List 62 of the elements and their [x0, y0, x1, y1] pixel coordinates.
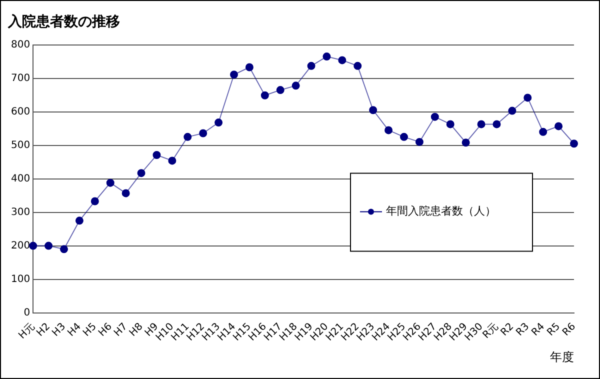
x-tick-label: H2	[34, 321, 52, 339]
point	[570, 140, 578, 148]
point	[245, 63, 254, 72]
point	[137, 169, 146, 178]
x-tick-label: R元	[480, 321, 501, 341]
x-tick-label: H4	[66, 321, 84, 339]
point	[292, 82, 300, 90]
chart-title: 入院患者数の推移	[7, 13, 120, 30]
point	[354, 62, 362, 70]
point	[508, 106, 516, 115]
point	[524, 94, 532, 102]
x-tick-label: R2	[498, 321, 516, 338]
y-tick-label: 100	[10, 274, 30, 285]
y-tick-label: 400	[10, 173, 30, 184]
x-tick-label: H3	[50, 321, 68, 339]
legend-label: 年間入院患者数（人）	[386, 204, 496, 218]
point	[369, 106, 378, 114]
point	[106, 178, 114, 187]
y-tick-label: 0	[24, 307, 30, 318]
x-tick-label: R3	[514, 321, 532, 338]
point	[276, 86, 284, 94]
point	[492, 120, 501, 128]
point	[260, 91, 269, 100]
point	[462, 138, 470, 147]
point	[214, 118, 223, 127]
point	[322, 52, 331, 61]
x-tick-label: H6	[96, 321, 114, 339]
point	[152, 151, 161, 160]
point	[60, 245, 68, 254]
x-tick-label: H元	[16, 321, 38, 342]
point	[122, 189, 130, 198]
point	[184, 132, 192, 141]
y-tick-label: 700	[10, 72, 30, 84]
point	[539, 128, 548, 136]
x-tick-label: R5	[545, 321, 562, 338]
x-tick-label: H5	[81, 321, 99, 339]
point	[384, 126, 393, 134]
point	[199, 129, 208, 138]
point	[446, 120, 454, 128]
y-tick-label: 300	[10, 206, 30, 218]
point	[415, 138, 424, 146]
x-tick-label: R4	[530, 321, 548, 338]
point	[230, 70, 238, 79]
point	[554, 122, 563, 130]
x-tick-label: H7	[112, 321, 130, 339]
point	[29, 242, 38, 250]
x-tick-label: R6	[560, 321, 578, 338]
y-tick-label: 600	[10, 106, 30, 118]
x-tick-label: H8	[128, 321, 146, 339]
y-tick-label: 200	[10, 240, 30, 252]
point	[168, 156, 176, 165]
point	[307, 62, 316, 70]
point	[430, 112, 439, 121]
y-tick-label: 500	[10, 140, 30, 151]
y-tick-label: 800	[10, 39, 30, 50]
point	[477, 120, 486, 128]
point	[75, 216, 84, 225]
point	[400, 132, 408, 141]
point	[90, 197, 99, 206]
point	[338, 56, 346, 64]
x-axis-title: 年度	[550, 350, 574, 364]
point	[44, 242, 53, 250]
